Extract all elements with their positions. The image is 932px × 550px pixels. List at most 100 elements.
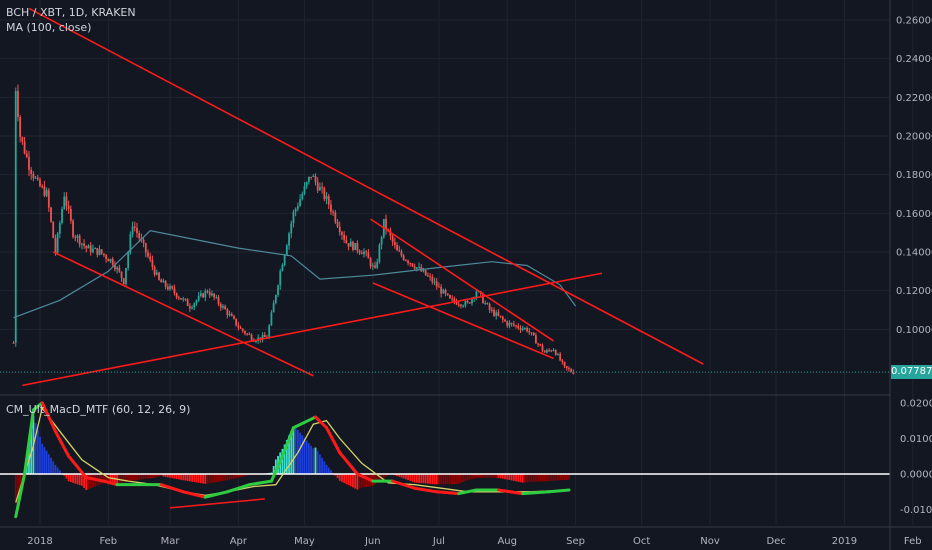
symbol-legend[interactable]: BCH / XBT, 1D, KRAKEN	[6, 6, 136, 19]
candle-body	[402, 255, 405, 260]
macd-histogram-bar	[343, 474, 346, 483]
macd-histogram-bar	[400, 474, 403, 478]
moving-average-line[interactable]	[13, 230, 577, 319]
macd-line-segment[interactable]	[225, 483, 251, 494]
macd-histogram-bar	[440, 474, 443, 485]
candle-body	[195, 300, 198, 304]
macd-line-segment[interactable]	[53, 429, 71, 458]
macd-line-segment[interactable]	[269, 454, 284, 483]
candle-body	[338, 226, 341, 233]
macd-histogram-bar	[142, 474, 145, 480]
macd-line-segment[interactable]	[435, 490, 461, 496]
candle-body	[488, 304, 491, 310]
macd-histogram-bar	[103, 474, 105, 484]
macd-line-segment[interactable]	[14, 472, 27, 519]
candle-body	[457, 304, 460, 306]
macd-histogram-bar	[473, 474, 476, 479]
macd-line-segment[interactable]	[391, 479, 417, 490]
macd-histogram-bar	[495, 474, 498, 478]
candle-body	[294, 208, 297, 212]
macd-histogram-bar	[462, 474, 465, 483]
macd-line-segment[interactable]	[67, 454, 88, 480]
candle-body	[28, 157, 30, 170]
candle-body	[506, 321, 509, 326]
candle-body	[484, 303, 487, 305]
macd-line-segment[interactable]	[84, 476, 106, 483]
macd-line-segment[interactable]	[325, 426, 342, 455]
ma-legend[interactable]: MA (100, close)	[6, 21, 92, 34]
price-pane[interactable]	[0, 7, 890, 387]
macd-histogram-bar	[363, 474, 365, 488]
macd-line-segment[interactable]	[40, 401, 57, 433]
macd-histogram-bar	[374, 474, 376, 485]
macd-histogram-bar	[219, 474, 222, 482]
macd-histogram-bar	[378, 474, 381, 482]
candle-body	[543, 350, 546, 353]
macd-line-segment[interactable]	[203, 490, 229, 499]
macd-histogram-bar	[325, 464, 328, 474]
macd-line-segment[interactable]	[291, 415, 317, 430]
candle-body	[323, 188, 326, 200]
candle-body	[431, 276, 434, 283]
macd-histogram-bar	[455, 474, 458, 484]
macd-histogram-bar	[526, 474, 528, 483]
candle-body	[565, 366, 568, 369]
candle-body	[530, 332, 533, 334]
candle-body	[58, 223, 61, 234]
macd-line-segment[interactable]	[496, 488, 525, 496]
macd-histogram-bar	[424, 474, 427, 484]
x-tick-label: Sep	[566, 536, 585, 547]
trendline[interactable]	[52, 251, 314, 377]
candle-body	[74, 236, 77, 238]
trendline[interactable]	[22, 272, 603, 387]
macd-line-segment[interactable]	[23, 408, 35, 476]
candle-body	[341, 232, 343, 235]
macd-histogram-bar	[69, 474, 72, 483]
macd-histogram-bar	[171, 474, 174, 479]
candle-body	[158, 272, 160, 280]
macd-histogram-bar	[420, 474, 423, 484]
x-tick-label: 2019	[832, 536, 857, 547]
macd-histogram-bar	[91, 474, 94, 488]
candle-body	[80, 243, 83, 245]
macd-histogram-bar	[349, 474, 352, 487]
macd-divergence-line[interactable]	[169, 498, 265, 509]
candle-body	[191, 307, 193, 309]
candle-body	[413, 266, 416, 269]
macd-line-segment[interactable]	[547, 488, 571, 494]
candle-body	[12, 342, 15, 344]
macd-histogram-bar	[36, 429, 39, 474]
candle-body	[501, 316, 504, 320]
macd-legend[interactable]: CM_Ult_MacD_MTF (60, 12, 26, 9)	[6, 403, 191, 416]
macd-histogram-bar	[398, 474, 401, 477]
macd-signal-line[interactable]	[15, 406, 570, 503]
candle-body	[32, 173, 35, 178]
trendline[interactable]	[28, 7, 704, 365]
macd-histogram-bar	[292, 426, 295, 474]
trendline[interactable]	[372, 282, 554, 360]
macd-line-segment[interactable]	[102, 479, 119, 487]
macd-histogram-bar	[307, 443, 310, 474]
macd-line-segment[interactable]	[314, 415, 329, 430]
macd-line-segment[interactable]	[247, 479, 273, 487]
macd-line-segment[interactable]	[181, 490, 207, 499]
macd-line-segment[interactable]	[355, 472, 375, 483]
macd-line-segment[interactable]	[338, 451, 359, 476]
macd-histogram-bar	[479, 474, 482, 478]
macd-line-segment[interactable]	[457, 488, 478, 496]
candle-body	[211, 293, 213, 296]
macd-line-segment[interactable]	[521, 490, 551, 496]
macd-line-segment[interactable]	[159, 483, 185, 494]
macd-histogram-bar	[541, 474, 544, 482]
candle-body	[559, 354, 562, 361]
macd-histogram-bar	[160, 474, 163, 477]
macd-pane[interactable]	[0, 401, 890, 519]
macd-histogram-bar	[120, 474, 123, 483]
trendline[interactable]	[370, 218, 554, 342]
macd-line-segment[interactable]	[280, 426, 295, 458]
macd-histogram-bar	[241, 474, 244, 477]
macd-line-segment[interactable]	[31, 401, 44, 412]
macd-line-segment[interactable]	[413, 486, 439, 494]
